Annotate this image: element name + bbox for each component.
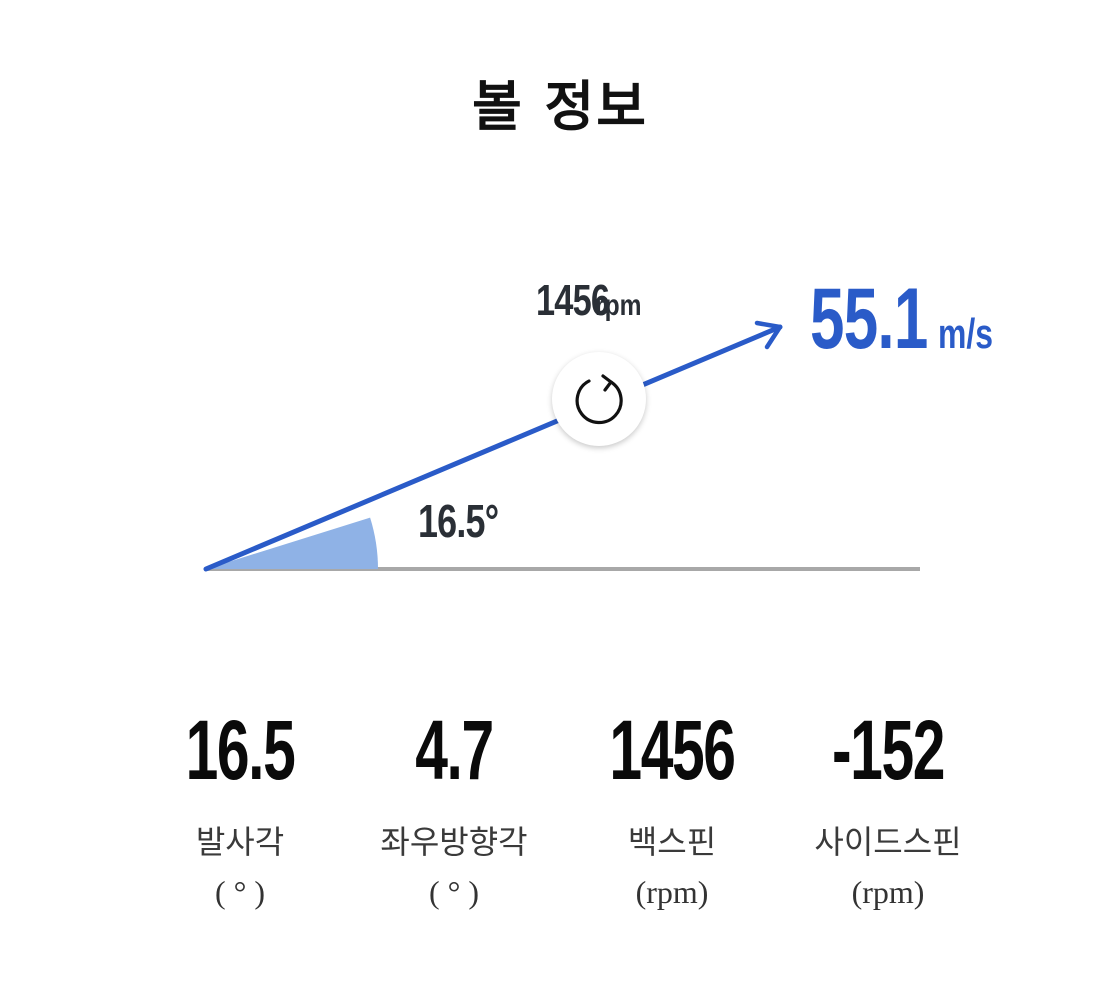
stat-label: 사이드스핀 [814,823,962,861]
stat-launch-angle: 16.5 발사각 ( ° ) [130,700,350,912]
stat-value: 4.7 [415,703,494,797]
stat-horizontal-angle: 4.7 좌우방향각 ( ° ) [344,700,564,912]
ball-speed-value: 55.1 [810,271,928,367]
stat-value: 16.5 [185,703,296,797]
spin-readout-unit: rpm [594,289,642,322]
stat-value: -152 [831,703,945,797]
spin-badge [552,352,646,446]
stat-sidespin: -152 사이드스핀 (rpm) [778,700,998,912]
stat-value: 1456 [609,703,736,797]
ball-speed-readout: 55.1 m/s [810,270,1011,369]
stat-label: 백스핀 [627,823,717,861]
stat-label: 발사각 [195,823,285,861]
rotate-icon [575,374,623,425]
launch-angle-readout: 16.5° [418,495,499,547]
launch-diagram-svg [203,320,920,572]
trajectory-line [203,324,783,572]
ball-speed-unit: m/s [938,310,994,357]
stats-panel: 16.5 발사각 ( ° ) 4.7 좌우방향각 ( ° ) 1456 백스핀 … [0,700,1120,940]
page-title: 볼 정보 [472,75,648,138]
stat-label: 좌우방향각 [380,823,528,861]
stat-unit: (rpm) [851,874,925,910]
launch-diagram: 1456 rpm 55.1 m/s 16.5° [203,270,1011,572]
stat-backspin: 1456 백스핀 (rpm) [562,700,782,912]
stat-unit: ( ° ) [428,874,480,910]
stat-unit: (rpm) [635,874,709,910]
spin-readout-value: 1456 [536,276,610,325]
spin-readout: 1456 rpm [536,276,652,326]
launch-angle-wedge [206,517,378,569]
arrow-head-icon [754,320,783,350]
stat-unit: ( ° ) [214,874,266,910]
